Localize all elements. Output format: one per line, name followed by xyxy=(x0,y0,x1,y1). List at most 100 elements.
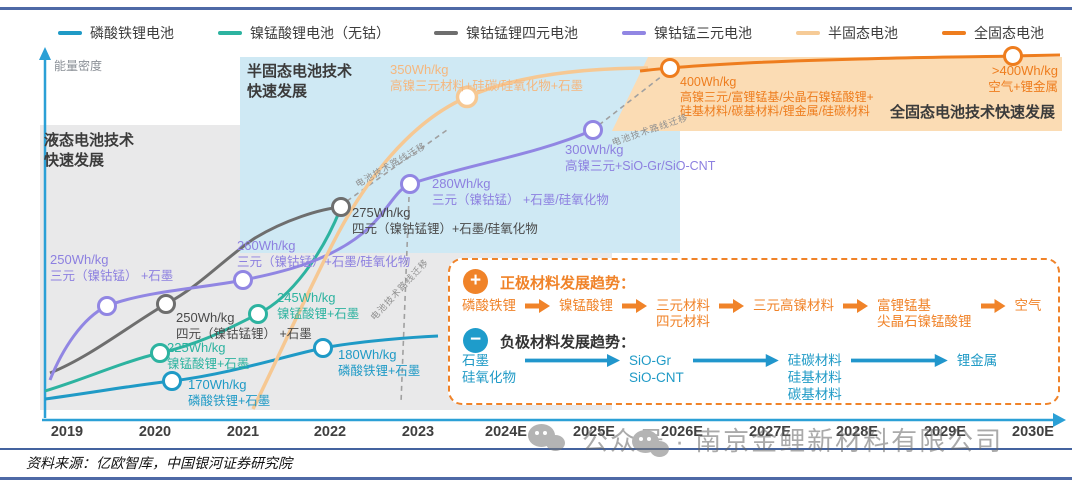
label-value: 350Wh/kg xyxy=(390,62,449,77)
anode-trend-title: 负极材料发展趋势： xyxy=(500,334,636,351)
wechat-icon xyxy=(632,429,674,463)
cathode-step: 富锂锰基 尖晶石镍锰酸锂 xyxy=(877,298,972,329)
x-tick: 2029E xyxy=(924,424,966,440)
arrow-right-icon xyxy=(851,354,948,367)
label-materials: 三元（镍钴锰）+石墨/硅氧化物 xyxy=(237,255,411,269)
label-value: 260Wh/kg xyxy=(237,238,296,253)
phase-label-semi-solid: 半固态电池技术 快速发展 xyxy=(247,63,353,100)
label-lnmo-225: 225Wh/kg 镍锰酸锂+石墨 xyxy=(167,340,249,372)
plus-icon: + xyxy=(463,269,488,294)
x-tick: 2028E xyxy=(836,424,878,440)
cathode-trend-row: 磷酸铁锂 镍锰酸锂 三元材料 四元材料 三元高镍材料 富锂锰基 尖晶石镍锰酸锂 … xyxy=(462,298,1042,330)
arrow-right-icon xyxy=(843,299,868,313)
cathode-step: 磷酸铁锂 xyxy=(462,298,516,313)
legend-label: 镍锰酸锂电池（无钴） xyxy=(250,25,390,41)
label-materials: 四元（镍钴锰锂） +石墨 xyxy=(176,327,312,341)
line-quaternary xyxy=(49,205,342,375)
bottom-divider xyxy=(0,477,1072,480)
x-tick: 2021 xyxy=(226,424,260,440)
marker-quaternary-275 xyxy=(331,197,351,217)
marker-ncm-300 xyxy=(583,120,603,140)
cathode-step: 三元高镍材料 xyxy=(753,298,834,313)
label-value: 275Wh/kg xyxy=(352,205,411,220)
label-materials: 高镍三元/富锂锰基/尖晶石镍锰酸锂+ xyxy=(680,89,874,104)
x-tick: 2022 xyxy=(313,424,347,440)
line-swatch-icon xyxy=(796,31,820,35)
label-all-solid-400: 400Wh/kg 高镍三元/富锂锰基/尖晶石镍锰酸锂+ 硅基材料/碳基材料/锂金属/… xyxy=(680,75,874,119)
wechat-icon xyxy=(528,423,570,457)
label-value: 225Wh/kg xyxy=(167,340,226,355)
line-swatch-icon xyxy=(58,31,82,35)
label-materials: 镍锰酸锂+石墨 xyxy=(277,307,360,321)
legend-label: 全固态电池 xyxy=(974,25,1044,41)
legend-item-lnmo: 镍锰酸锂电池（无钴） xyxy=(218,23,390,43)
x-tick: 2019 xyxy=(50,424,84,440)
label-materials: 三元（镍钴锰） +石墨/硅氧化物 xyxy=(432,193,609,207)
label-materials: 高镍三元+SiO-Gr/SiO-CNT xyxy=(565,159,716,173)
anode-step: SiO-Gr SiO-CNT xyxy=(629,353,684,385)
arrow-right-icon xyxy=(981,299,1006,313)
marker-semi-solid-350 xyxy=(455,85,479,109)
x-tick: 2026E xyxy=(661,424,703,440)
top-divider xyxy=(0,7,1072,10)
migration-connector-2 xyxy=(400,196,410,404)
material-trend-box: + 正极材料发展趋势： 磷酸铁锂 镍锰酸锂 三元材料 四元材料 三元高镍材料 富… xyxy=(448,258,1060,405)
chart-bottom-divider xyxy=(0,448,1072,450)
x-tick: 2023 xyxy=(401,424,435,440)
label-value: 400Wh/kg xyxy=(680,75,737,89)
line-all-solid xyxy=(639,53,1061,73)
marker-lfp-180 xyxy=(313,338,333,358)
label-value: 250Wh/kg xyxy=(176,310,235,325)
label-materials: 四元（镍钴锰锂）+石墨/硅氧化物 xyxy=(352,222,538,236)
label-ncm-280: 280Wh/kg 三元（镍钴锰） +石墨/硅氧化物 xyxy=(432,176,609,208)
label-all-solid-400plus: >400Wh/kg 空气+锂金属 xyxy=(940,63,1058,95)
phase-label-liquid: 液态电池技术 快速发展 xyxy=(44,132,135,169)
legend-item-ncm: 镍钴锰三元电池 xyxy=(622,23,752,43)
cathode-step: 三元材料 四元材料 xyxy=(656,298,710,329)
label-lnmo-245: 245Wh/kg 镍锰酸锂+石墨 xyxy=(277,290,359,322)
marker-ncm-280 xyxy=(400,174,420,194)
all-solid-phase-region xyxy=(612,57,1062,131)
marker-lnmo-225 xyxy=(150,343,170,363)
label-materials: 硅基材料/碳基材料/锂金属/硅碳材料 xyxy=(680,104,871,118)
line-semi-solid xyxy=(251,66,649,410)
label-value: 250Wh/kg xyxy=(50,252,109,267)
label-quaternary-250: 250Wh/kg 四元（镍钴锰锂） +石墨 xyxy=(176,310,312,342)
line-lfp xyxy=(44,334,439,401)
x-tick: 2030E xyxy=(1012,424,1054,440)
x-tick: 2024E xyxy=(485,424,527,440)
arrow-right-icon xyxy=(719,299,744,313)
label-value: >400Wh/kg xyxy=(991,63,1058,78)
arrow-right-icon xyxy=(525,354,620,367)
anode-step: 锂金属 xyxy=(956,353,998,368)
label-materials: 磷酸铁锂+石墨 xyxy=(338,364,421,378)
legend-label: 镍钴锰三元电池 xyxy=(654,25,752,41)
y-axis-arrow-icon xyxy=(39,47,51,60)
anode-step: 硅碳材料 硅基材料 碳基材料 xyxy=(787,353,842,402)
arrow-right-icon xyxy=(693,354,779,367)
legend-label: 半固态电池 xyxy=(828,25,898,41)
arrow-right-icon xyxy=(622,299,647,313)
line-swatch-icon xyxy=(942,31,966,35)
label-materials: 磷酸铁锂+石墨 xyxy=(188,394,271,408)
cathode-step: 镍锰酸锂 xyxy=(559,298,613,313)
legend-label: 镍钴锰锂四元电池 xyxy=(466,25,578,41)
x-axis-arrow-icon xyxy=(1053,413,1066,427)
label-ncm-300: 300Wh/kg 高镍三元+SiO-Gr/SiO-CNT xyxy=(565,142,715,174)
legend-item-semi-solid: 半固态电池 xyxy=(796,23,898,43)
line-lnmo xyxy=(44,209,342,393)
label-ncm-260: 260Wh/kg 三元（镍钴锰）+石墨/硅氧化物 xyxy=(237,238,410,270)
legend-item-all-solid: 全固态电池 xyxy=(942,23,1044,43)
label-materials: 镍锰酸锂+石墨 xyxy=(167,357,250,371)
label-value: 170Wh/kg xyxy=(188,377,247,392)
label-value: 280Wh/kg xyxy=(432,176,491,191)
x-tick: 2020 xyxy=(138,424,172,440)
legend-label: 磷酸铁锂电池 xyxy=(90,25,174,41)
label-materials: 高镍三元材料+硅碳/硅氧化物+石墨 xyxy=(390,79,584,93)
cathode-step: 空气 xyxy=(1014,298,1042,313)
label-materials: 三元（镍钴锰） +石墨 xyxy=(50,269,174,283)
marker-ncm-260 xyxy=(233,270,253,290)
label-materials: 空气+锂金属 xyxy=(988,80,1058,94)
x-tick: 2027E xyxy=(749,424,791,440)
marker-quaternary-250 xyxy=(156,294,176,314)
